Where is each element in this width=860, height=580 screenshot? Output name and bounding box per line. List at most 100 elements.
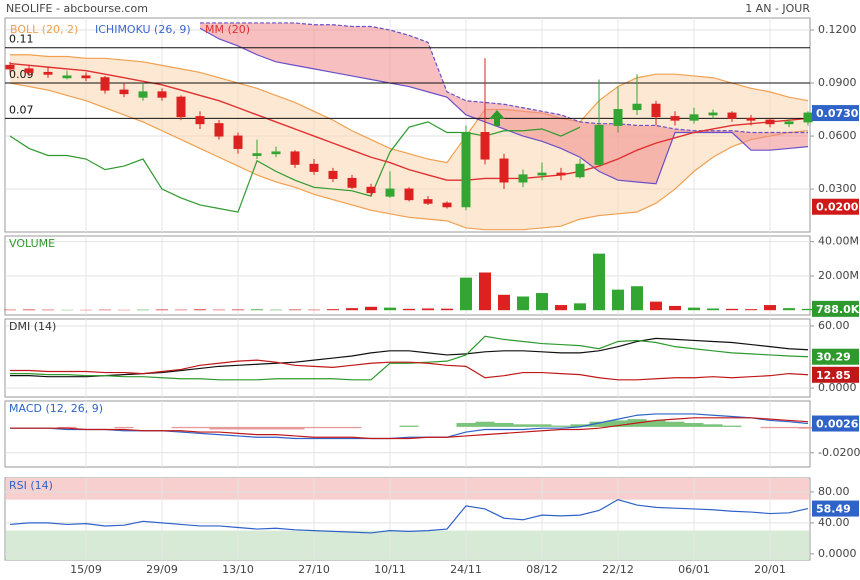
candle-body xyxy=(290,151,300,165)
y-tick-label: 40.00M xyxy=(818,235,859,248)
candle-body xyxy=(233,135,243,149)
volume-bar xyxy=(175,309,187,311)
volume-bar xyxy=(498,294,510,311)
volume-bar xyxy=(669,305,681,311)
candle-body xyxy=(784,121,794,125)
volume-bar xyxy=(802,308,814,311)
y-tick-label: 60.00 xyxy=(818,319,850,332)
candle-body xyxy=(575,163,585,178)
candle-body xyxy=(214,123,224,137)
volume-bar xyxy=(289,309,301,311)
candle-body xyxy=(632,103,642,111)
value-box xyxy=(812,105,859,122)
value-box-label: 788.0K xyxy=(816,303,860,316)
histogram-bar xyxy=(760,426,780,429)
x-tick-label: 29/09 xyxy=(146,563,178,576)
candle-body xyxy=(195,116,205,125)
y-tick-label: 0.1200 xyxy=(818,23,857,36)
candle-body xyxy=(708,112,718,116)
volume-bar xyxy=(251,309,263,311)
histogram-bar xyxy=(399,425,419,427)
x-tick-label: 20/01 xyxy=(754,563,786,576)
value-box xyxy=(812,198,859,215)
candle-body xyxy=(43,71,53,75)
histogram-bar xyxy=(684,423,704,427)
histogram-bar xyxy=(456,423,476,427)
value-box-label: 58.49 xyxy=(816,503,851,516)
volume-bar xyxy=(574,303,586,311)
x-tick-label: 22/12 xyxy=(602,563,634,576)
candle-body xyxy=(556,172,566,176)
candle-body xyxy=(404,188,414,201)
histogram-bar xyxy=(494,423,514,427)
zone xyxy=(6,530,809,560)
zone xyxy=(6,478,809,500)
y-tick-label: 0.0000 xyxy=(818,547,857,560)
volume-bar xyxy=(384,307,396,311)
histogram-bar xyxy=(798,426,818,429)
volume-bar xyxy=(612,289,624,311)
panel-title: RSI (14) xyxy=(9,479,53,492)
volume-bar xyxy=(137,309,149,311)
histogram-bar xyxy=(608,420,628,427)
x-tick-label: 08/12 xyxy=(526,563,558,576)
candle-body xyxy=(765,119,775,125)
ichimoku-span-a xyxy=(199,27,809,185)
indicator-line xyxy=(10,335,809,381)
volume-bar xyxy=(99,309,111,311)
moving-average xyxy=(9,62,809,181)
bollinger-upper xyxy=(10,54,809,164)
value-box-label: 0.0730 xyxy=(816,107,859,120)
histogram-bar xyxy=(266,426,286,430)
panel-title: DMI (14) xyxy=(9,320,56,333)
histogram-bar xyxy=(703,424,723,427)
volume-bar xyxy=(270,309,282,311)
volume-bar xyxy=(308,309,320,311)
candle-body xyxy=(5,64,15,70)
volume-bar xyxy=(650,301,662,311)
y-tick-label: 0.0900 xyxy=(818,76,857,89)
candle-body xyxy=(385,188,395,197)
bollinger-lower xyxy=(9,82,809,231)
histogram-bar xyxy=(475,421,495,427)
volume-bar xyxy=(745,309,757,311)
histogram-bar xyxy=(570,424,590,427)
volume-bar xyxy=(4,309,16,311)
candle-body xyxy=(803,112,813,123)
volume-bar xyxy=(23,309,35,311)
candle-body xyxy=(157,91,167,98)
candle-body xyxy=(727,112,737,119)
volume-bar xyxy=(365,306,377,311)
candle-body xyxy=(689,114,699,121)
volume-bar xyxy=(403,308,415,311)
value-box-label: 12.85 xyxy=(816,369,851,382)
candle-body xyxy=(670,116,680,121)
candle-body xyxy=(423,199,433,204)
y-tick-label: 0.0000 xyxy=(818,381,857,394)
candle-body xyxy=(480,132,490,160)
volume-bar xyxy=(156,309,168,311)
histogram-bar xyxy=(209,426,229,430)
value-box xyxy=(812,366,859,383)
x-tick-label: 24/11 xyxy=(450,563,482,576)
value-box-label: 0.0026 xyxy=(816,418,859,431)
volume-bar xyxy=(194,309,206,311)
volume-bar xyxy=(555,305,567,311)
y-tick-label: 40.00 xyxy=(818,516,850,529)
candle-body xyxy=(62,75,72,79)
candle-body xyxy=(746,117,756,121)
level-label: 0.11 xyxy=(9,33,34,46)
y-tick-label: 0.0300 xyxy=(818,182,857,195)
indicator-line xyxy=(9,499,809,534)
histogram-bar xyxy=(114,426,134,429)
histogram-bar xyxy=(551,425,571,427)
legend-entry: BOLL (20, 2) xyxy=(10,23,78,36)
candle-body xyxy=(594,124,604,165)
x-tick-label: 13/10 xyxy=(222,563,254,576)
histogram-bar xyxy=(779,426,799,429)
histogram-bar xyxy=(513,424,533,427)
y-tick-label: 0.0600 xyxy=(818,129,857,142)
volume-bar xyxy=(42,309,54,311)
volume-bar xyxy=(707,308,719,311)
histogram-bar xyxy=(304,426,324,429)
